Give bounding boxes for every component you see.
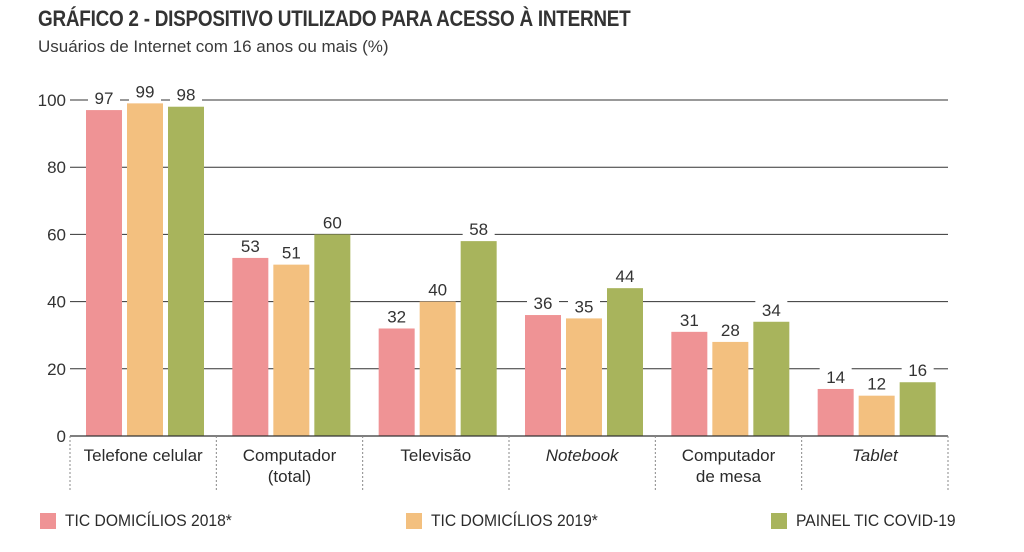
data-label: 53 — [241, 237, 260, 256]
bar — [607, 288, 643, 436]
data-label: 12 — [867, 375, 886, 394]
bar — [817, 388, 854, 436]
bar — [712, 341, 749, 436]
legend-item-2018: TIC DOMICÍLIOS 2018* — [40, 511, 246, 531]
bar — [273, 264, 310, 436]
bar — [460, 241, 497, 436]
data-label: 98 — [177, 86, 196, 105]
data-label: 40 — [428, 281, 447, 300]
bar-chart: 0 20 40 60 80 100 97 53 32 36 31 14 99 51 40 35 28 12 98 60… — [38, 82, 949, 490]
data-label: 32 — [387, 307, 406, 326]
data-label: 58 — [469, 220, 488, 239]
data-label: 31 — [680, 311, 699, 330]
bar — [671, 331, 708, 436]
data-label: 60 — [323, 213, 342, 232]
category-label: Televisão — [400, 446, 471, 465]
category-label: Computador de mesa — [682, 446, 776, 486]
bar — [378, 328, 415, 436]
bar — [566, 318, 602, 436]
legend-label-covid: PAINEL TIC COVID-19 — [796, 511, 956, 530]
data-label: 36 — [534, 294, 553, 313]
data-label: 51 — [282, 244, 301, 263]
legend-label-2019: TIC DOMICÍLIOS 2019* — [431, 511, 598, 530]
bar — [525, 315, 561, 436]
chart-title: GRÁFICO 2 - DISPOSITIVO UTILIZADO PARA A… — [38, 6, 631, 31]
legend-item-covid: PAINEL TIC COVID-19 — [771, 511, 970, 531]
data-label: 14 — [826, 368, 845, 387]
legend-item-2019: TIC DOMICÍLIOS 2019* — [406, 511, 612, 531]
category-label: Notebook — [546, 446, 620, 465]
legend-swatch-2019 — [406, 513, 422, 529]
bar — [419, 301, 456, 436]
legend-swatch-covid — [771, 513, 787, 529]
bar — [168, 106, 204, 436]
data-label: 99 — [136, 82, 155, 101]
category-label: Computador (total) — [243, 446, 337, 486]
bar — [753, 321, 790, 436]
category-label: Telefone celular — [84, 446, 203, 465]
y-tick-label: 60 — [47, 225, 66, 244]
data-label: 97 — [95, 89, 114, 108]
chart-subtitle: Usuários de Internet com 16 anos ou mais… — [38, 37, 389, 56]
data-label: 34 — [762, 301, 781, 320]
bar — [858, 395, 895, 436]
bar — [127, 103, 163, 437]
legend-label-2018: TIC DOMICÍLIOS 2018* — [65, 511, 232, 530]
y-tick-label: 80 — [47, 158, 66, 177]
data-label: 44 — [616, 267, 635, 286]
data-label: 16 — [908, 361, 927, 380]
category-label: Tablet — [852, 446, 899, 465]
y-tick-label: 40 — [47, 293, 66, 312]
legend-swatch-2018 — [40, 513, 56, 529]
y-tick-label: 100 — [38, 91, 66, 110]
data-label: 35 — [575, 297, 594, 316]
bar — [86, 110, 122, 436]
data-label: 28 — [721, 321, 740, 340]
y-tick-label: 20 — [47, 360, 66, 379]
bar — [232, 257, 269, 436]
bar — [314, 234, 351, 436]
bar — [899, 382, 936, 436]
y-tick-label: 0 — [57, 427, 66, 446]
